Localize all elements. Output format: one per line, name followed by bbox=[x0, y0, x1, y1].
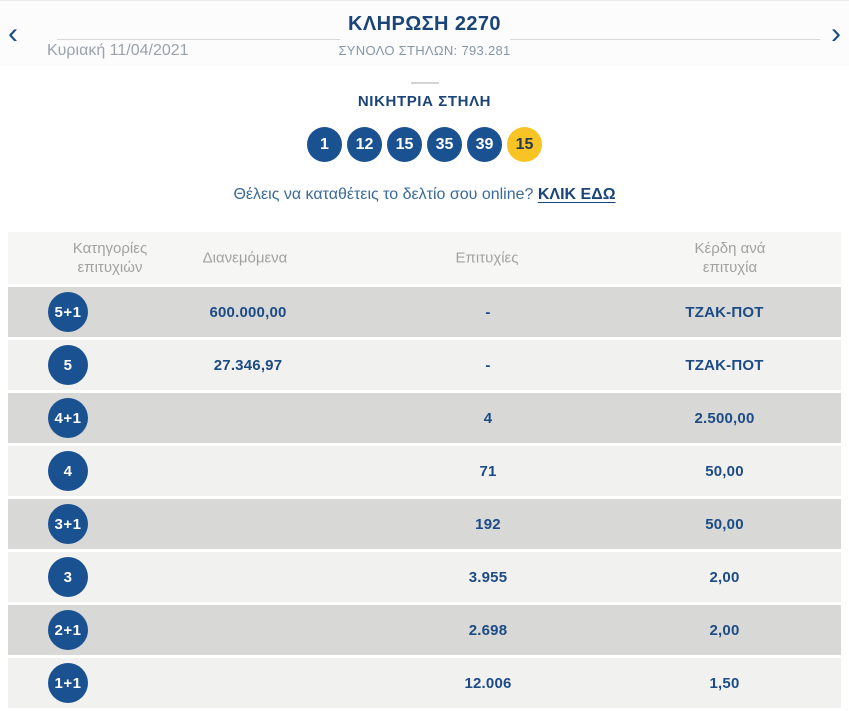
header-payout: Κέρδη ανά επιτυχία bbox=[694, 240, 766, 276]
category-badge: 5+1 bbox=[48, 292, 88, 332]
winners-value: - bbox=[485, 356, 491, 374]
number-ball: 15 bbox=[387, 127, 422, 162]
payout-value: 50,00 bbox=[705, 515, 744, 533]
draw-title-block: ΚΛΗΡΩΣΗ 2270 ΣΥΝΟΛΟ ΣΤΗΛΩΝ: 793.281 bbox=[0, 13, 849, 58]
distributed-value: 600.000,00 bbox=[209, 303, 287, 321]
category-badge: 4+1 bbox=[48, 398, 88, 438]
winning-numbers-row: 1 12 15 35 39 15 bbox=[0, 127, 849, 162]
category-badge: 5 bbox=[48, 345, 88, 385]
number-ball: 39 bbox=[467, 127, 502, 162]
winners-value: - bbox=[485, 303, 491, 321]
table-row: 5 27.346,97 - ΤΖΑΚ-ΠΟΤ bbox=[8, 340, 841, 390]
online-cta-line: Θέλεις να καταθέτεις το δελτίο σου onlin… bbox=[0, 186, 849, 204]
section-divider-dash bbox=[410, 82, 439, 84]
table-row: 1+1 12.006 1,50 bbox=[8, 658, 841, 708]
payout-value: ΤΖΑΚ-ΠΟΤ bbox=[685, 303, 764, 321]
header-divider-left bbox=[57, 39, 340, 40]
table-row: 3+1 192 50,00 bbox=[8, 499, 841, 549]
category-badge: 2+1 bbox=[48, 610, 88, 650]
draw-title: ΚΛΗΡΩΣΗ 2270 bbox=[348, 13, 501, 35]
number-ball: 35 bbox=[427, 127, 462, 162]
header-divider-right bbox=[510, 39, 820, 40]
payout-value: 50,00 bbox=[705, 462, 744, 480]
table-row: 2+1 2.698 2,00 bbox=[8, 605, 841, 655]
previous-draw-arrow-icon[interactable]: ‹ bbox=[8, 17, 18, 50]
winners-value: 12.006 bbox=[464, 674, 512, 692]
winners-value: 71 bbox=[479, 462, 497, 480]
winning-column-section: ΝΙΚΗΤΡΙΑ ΣΤΗΛΗ 1 12 15 35 39 15 Θέλεις ν… bbox=[0, 82, 849, 204]
winners-value: 2.698 bbox=[468, 621, 508, 639]
winners-value: 3.955 bbox=[468, 568, 508, 586]
total-columns-label: ΣΥΝΟΛΟ ΣΤΗΛΩΝ: 793.281 bbox=[338, 43, 511, 58]
winners-value: 192 bbox=[475, 515, 501, 533]
number-ball: 1 bbox=[307, 127, 342, 162]
category-badge: 4 bbox=[48, 451, 88, 491]
table-row: 3 3.955 2,00 bbox=[8, 552, 841, 602]
cta-question: Θέλεις να καταθέτεις το δελτίο σου onlin… bbox=[233, 186, 534, 203]
payout-value: 2,00 bbox=[709, 621, 740, 639]
prize-table: Κατηγορίες επιτυχιών Διανεμόμενα Επιτυχί… bbox=[8, 232, 841, 708]
category-badge: 1+1 bbox=[48, 663, 88, 703]
draw-date: Κυριακή 11/04/2021 bbox=[47, 42, 189, 59]
header-distributed: Διανεμόμενα bbox=[202, 249, 288, 267]
next-draw-arrow-icon[interactable]: › bbox=[831, 17, 841, 50]
number-ball: 12 bbox=[347, 127, 382, 162]
header-winners: Επιτυχίες bbox=[455, 249, 519, 267]
joker-number-ball: 15 bbox=[507, 127, 542, 162]
payout-value: 1,50 bbox=[709, 674, 740, 692]
draw-navigation: ‹ ΚΛΗΡΩΣΗ 2270 ΣΥΝΟΛΟ ΣΤΗΛΩΝ: 793.281 Κυ… bbox=[0, 0, 849, 66]
table-row: 4 71 50,00 bbox=[8, 446, 841, 496]
winners-value: 4 bbox=[483, 409, 493, 427]
category-badge: 3+1 bbox=[48, 504, 88, 544]
payout-value: 2,00 bbox=[709, 568, 740, 586]
header-categories: Κατηγορίες επιτυχιών bbox=[72, 240, 148, 276]
winning-column-heading: ΝΙΚΗΤΡΙΑ ΣΤΗΛΗ bbox=[357, 93, 492, 110]
prize-table-header: Κατηγορίες επιτυχιών Διανεμόμενα Επιτυχί… bbox=[8, 232, 841, 284]
distributed-value: 27.346,97 bbox=[213, 356, 283, 374]
click-here-link[interactable]: ΚΛΙΚ ΕΔΩ bbox=[537, 186, 616, 203]
payout-value: ΤΖΑΚ-ΠΟΤ bbox=[685, 356, 764, 374]
payout-value: 2.500,00 bbox=[694, 409, 755, 427]
table-row: 4+1 4 2.500,00 bbox=[8, 393, 841, 443]
table-row: 5+1 600.000,00 - ΤΖΑΚ-ΠΟΤ bbox=[8, 287, 841, 337]
category-badge: 3 bbox=[48, 557, 88, 597]
